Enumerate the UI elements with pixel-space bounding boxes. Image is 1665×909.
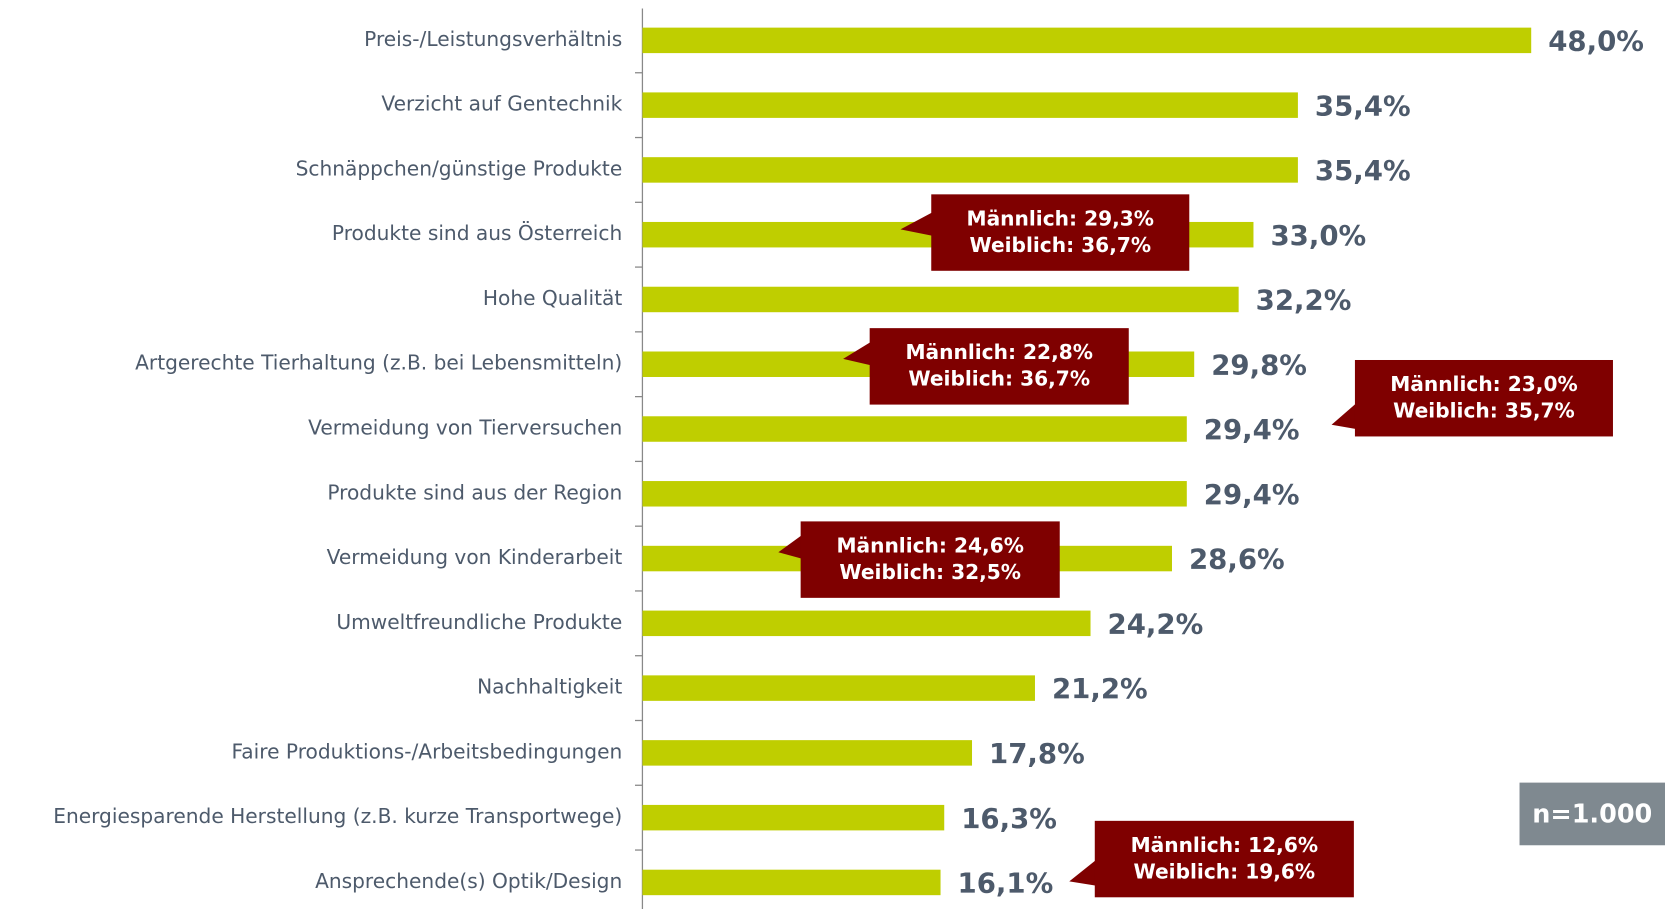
callout-text: Weiblich: 36,7% <box>908 367 1090 391</box>
value-label: 24,2% <box>1108 607 1204 640</box>
value-label: 32,2% <box>1256 284 1352 317</box>
note: n=1.000 <box>1532 800 1652 830</box>
value-label: 29,4% <box>1204 478 1300 511</box>
value-label: 28,6% <box>1189 543 1285 576</box>
callout-pointer <box>778 535 802 559</box>
callout-box <box>869 328 1129 405</box>
category-label: Vermeidung von Tierversuchen <box>308 416 622 440</box>
value-label: 33,0% <box>1270 219 1366 252</box>
value-label: 48,0% <box>1548 24 1644 57</box>
callout-text: Männlich: 23,0% <box>1390 372 1577 396</box>
bar <box>642 675 1035 701</box>
category-label: Schnäppchen/günstige Produkte <box>296 156 623 180</box>
callout-text: Weiblich: 19,6% <box>1133 859 1315 883</box>
bar <box>642 27 1532 54</box>
bar <box>642 92 1298 118</box>
callout-pointer <box>1069 860 1096 886</box>
value-label: 29,8% <box>1211 348 1307 381</box>
category-label: Faire Produktions-/Arbeitsbedingungen <box>232 739 623 763</box>
category-label: Produkte sind aus Österreich <box>332 221 622 245</box>
category-label: Umweltfreundliche Produkte <box>336 610 622 634</box>
category-label: Preis-/Leistungsverhältnis <box>364 27 622 51</box>
bar <box>642 610 1091 637</box>
value-label: 35,4% <box>1315 154 1411 187</box>
callout-text: Weiblich: 36,7% <box>969 233 1151 257</box>
value-label: 16,1% <box>958 867 1054 900</box>
bar <box>642 481 1187 507</box>
value-label: 35,4% <box>1315 89 1411 122</box>
category-label: Hohe Qualität <box>483 286 623 310</box>
bar <box>642 416 1187 442</box>
callout-text: Weiblich: 35,7% <box>1393 399 1575 423</box>
callout-text: Männlich: 12,6% <box>1131 833 1318 857</box>
callout-pointer <box>843 341 871 366</box>
category-label: Artgerechte Tierhaltung (z.B. bei Lebens… <box>135 351 622 375</box>
note-box <box>1519 782 1665 846</box>
category-label: Verzicht auf Gentechnik <box>381 92 622 116</box>
value-label: 17,8% <box>989 737 1085 770</box>
bar <box>642 157 1298 183</box>
category-label: Vermeidung von Kinderarbeit <box>327 545 623 569</box>
bar <box>642 286 1239 313</box>
callout-text: Männlich: 22,8% <box>905 340 1092 364</box>
callout-text: Weiblich: 32,5% <box>839 560 1021 584</box>
callout-box <box>800 521 1060 598</box>
bar <box>642 740 973 766</box>
value-label: 16,3% <box>961 802 1057 835</box>
bar <box>642 804 945 831</box>
callout-pointer <box>900 212 933 236</box>
value-label: 21,2% <box>1052 672 1148 705</box>
bar <box>642 869 941 896</box>
category-label: Ansprechende(s) Optik/Design <box>315 869 622 893</box>
callout-box <box>1354 359 1613 437</box>
callout-text: Männlich: 24,6% <box>836 533 1023 557</box>
callout-pointer <box>1331 403 1356 430</box>
callout-box <box>931 194 1190 271</box>
callout-box <box>1094 820 1354 898</box>
value-label: 29,4% <box>1204 413 1300 446</box>
category-label: Produkte sind aus der Region <box>327 480 622 504</box>
category-label: Energiesparende Herstellung (z.B. kurze … <box>53 804 622 828</box>
callout-text: Männlich: 29,3% <box>967 206 1154 230</box>
category-label: Nachhaltigkeit <box>477 675 622 699</box>
